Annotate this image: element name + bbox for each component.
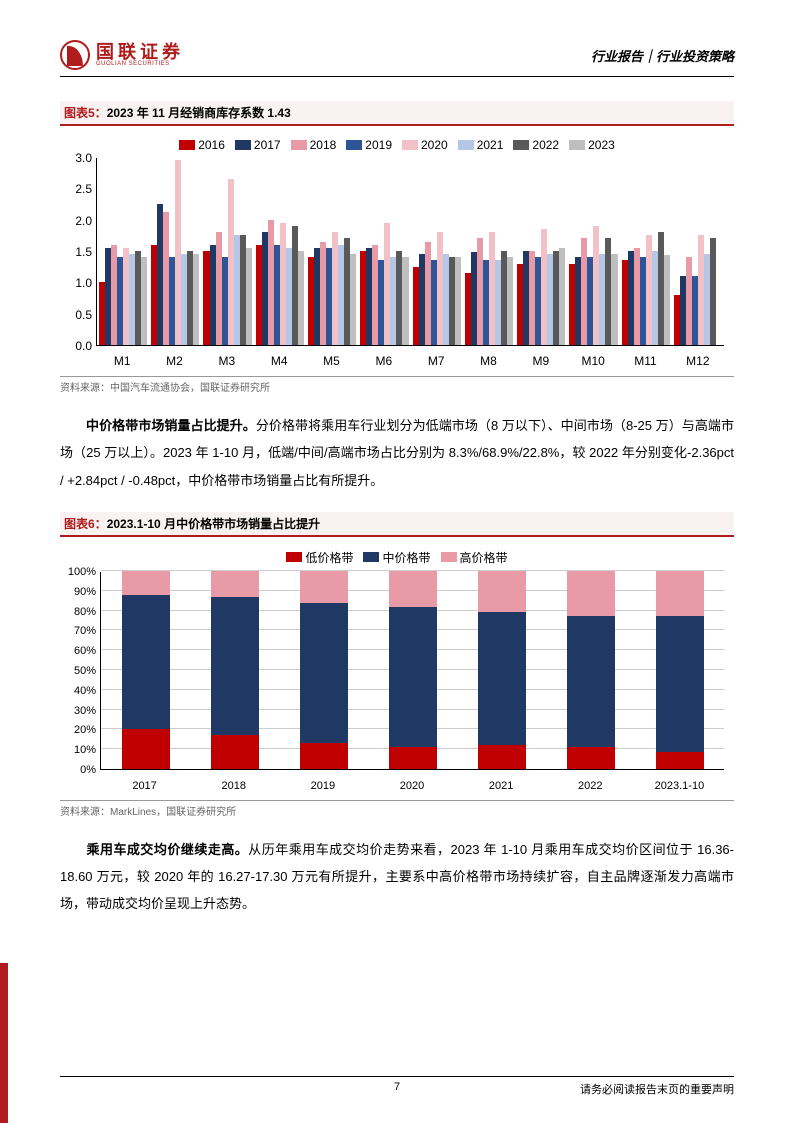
legend-item: 2017 (235, 138, 281, 152)
stacked-bar (478, 571, 526, 769)
bar (141, 257, 147, 345)
bar (507, 257, 513, 345)
logo-block: 国联证券 GUOLIAN SECURITIES (60, 40, 184, 70)
bar (402, 257, 408, 345)
stacked-bar (122, 571, 170, 769)
stacked-bar (300, 571, 348, 769)
chart6-title-prefix: 图表6： (64, 517, 107, 531)
stacked-bar (211, 571, 259, 769)
chart6-area: 低价格带中价格带高价格带 0%10%20%30%40%50%60%70%80%9… (60, 545, 734, 796)
chart6-plot: 0%10%20%30%40%50%60%70%80%90%100%2017201… (60, 572, 734, 792)
bar (246, 248, 252, 345)
stacked-bar (389, 571, 437, 769)
legend-item: 2021 (458, 138, 504, 152)
legend-item: 中价格带 (363, 549, 430, 566)
page-number: 7 (60, 1081, 734, 1093)
bar (350, 254, 356, 345)
legend-item: 2022 (513, 138, 559, 152)
chart5-title-text: 2023 年 11 月经销商库存系数 1.43 (107, 106, 291, 120)
chart5-title: 图表5：2023 年 11 月经销商库存系数 1.43 (60, 101, 734, 126)
chart6-title-text: 2023.1-10 月中价格带市场销量占比提升 (107, 517, 320, 531)
bar (298, 251, 304, 345)
legend-item: 低价格带 (286, 549, 353, 566)
chart5-title-prefix: 图表5： (64, 106, 107, 120)
chart5-legend: 2016 2017 2018 2019 2020 2021 2022 2023 (60, 138, 734, 152)
logo-icon (60, 40, 90, 70)
legend-item: 2020 (402, 138, 448, 152)
para2-bold: 乘用车成交均价继续走高。 (86, 842, 248, 857)
page-footer: 7 请务必阅读报告末页的重要声明 (60, 1076, 734, 1097)
legend-item: 2018 (291, 138, 337, 152)
side-accent-bar (0, 963, 8, 1123)
page-header: 国联证券 GUOLIAN SECURITIES 行业报告｜行业投资策略 (60, 40, 734, 77)
bar (559, 248, 565, 345)
legend-item: 2016 (179, 138, 225, 152)
bar (611, 254, 617, 345)
logo-text-cn: 国联证券 (96, 43, 184, 61)
chart6-source: 资料来源：MarkLines，国联证券研究所 (60, 800, 734, 818)
chart5-plot: 0.00.51.01.52.02.53.0M1M2M3M4M5M6M7M8M9M… (60, 158, 734, 368)
legend-item: 高价格带 (441, 549, 508, 566)
chart5-source: 资料来源：中国汽车流通协会，国联证券研究所 (60, 376, 734, 394)
header-right-text: 行业报告｜行业投资策略 (591, 46, 734, 65)
chart5-area: 2016 2017 2018 2019 2020 2021 2022 2023 0.00.51… (60, 134, 734, 372)
stacked-bar (656, 571, 704, 769)
bar (710, 238, 716, 345)
chart6-title: 图表6：2023.1-10 月中价格带市场销量占比提升 (60, 512, 734, 537)
stacked-bar (567, 571, 615, 769)
bar (664, 255, 670, 345)
chart6-legend: 低价格带中价格带高价格带 (60, 549, 734, 566)
bar (455, 257, 461, 345)
legend-item: 2023 (569, 138, 615, 152)
legend-item: 2019 (346, 138, 392, 152)
paragraph-1: 中价格带市场销量占比提升。分价格带将乘用车行业划分为低端市场（8 万以下）、中间… (60, 412, 734, 494)
logo-text-en: GUOLIAN SECURITIES (96, 61, 184, 67)
paragraph-2: 乘用车成交均价继续走高。从历年乘用车成交均价走势来看，2023 年 1-10 月… (60, 836, 734, 918)
bar (193, 254, 199, 345)
para1-bold: 中价格带市场销量占比提升。 (86, 418, 256, 433)
